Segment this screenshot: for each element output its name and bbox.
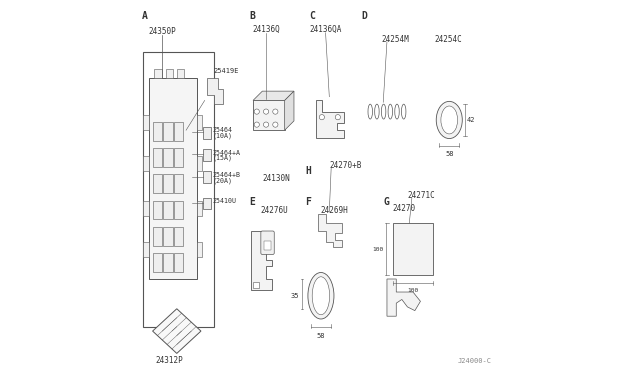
Text: 24270: 24270 [392, 204, 415, 213]
Bar [197, 115, 202, 130]
Polygon shape [387, 279, 420, 316]
FancyBboxPatch shape [261, 231, 275, 254]
Text: 24276U: 24276U [260, 206, 288, 215]
Circle shape [254, 122, 259, 127]
Text: J24000-C: J24000-C [458, 358, 492, 364]
Bar [177, 69, 184, 78]
Bar [203, 171, 211, 183]
Bar [174, 253, 184, 272]
Text: 100: 100 [372, 247, 383, 252]
Text: C: C [309, 11, 315, 21]
Bar [152, 122, 162, 141]
Bar [152, 227, 162, 246]
Bar [264, 241, 271, 250]
Text: G: G [383, 197, 389, 207]
Bar [163, 122, 173, 141]
Text: H: H [305, 166, 311, 176]
Text: 35: 35 [291, 293, 299, 299]
Bar [197, 201, 202, 216]
Text: 24350P: 24350P [148, 27, 176, 36]
Ellipse shape [312, 277, 330, 315]
Text: (20A): (20A) [213, 177, 233, 184]
Polygon shape [318, 214, 342, 247]
Polygon shape [285, 91, 294, 130]
Bar [143, 115, 148, 130]
Text: 24136QA: 24136QA [309, 25, 342, 34]
Circle shape [319, 115, 324, 120]
Text: 24269H: 24269H [321, 206, 349, 215]
Text: 25464+A: 25464+A [213, 150, 241, 155]
Circle shape [273, 109, 278, 114]
Bar [203, 149, 211, 161]
Text: E: E [250, 197, 255, 207]
Text: 25410U: 25410U [213, 198, 237, 204]
Circle shape [264, 109, 269, 114]
Text: (15A): (15A) [213, 155, 233, 161]
Polygon shape [207, 78, 223, 104]
Text: 25464+B: 25464+B [213, 172, 241, 178]
Text: 24136Q: 24136Q [252, 25, 280, 34]
Text: B: B [250, 11, 255, 21]
Bar [197, 242, 202, 257]
Polygon shape [253, 91, 294, 100]
Bar [197, 156, 202, 171]
Bar [174, 201, 184, 219]
Text: (10A): (10A) [213, 132, 233, 139]
Text: A: A [141, 11, 147, 21]
Circle shape [264, 122, 269, 127]
Bar [253, 282, 259, 288]
Bar [163, 227, 173, 246]
Bar [203, 127, 211, 139]
Polygon shape [316, 100, 344, 138]
Ellipse shape [441, 106, 458, 134]
Circle shape [254, 109, 259, 114]
Polygon shape [152, 309, 201, 353]
Text: F: F [305, 197, 311, 207]
Bar [143, 201, 148, 216]
Text: 24312P: 24312P [156, 356, 183, 365]
Bar [149, 78, 197, 279]
Bar [152, 253, 162, 272]
Bar [152, 148, 162, 167]
Circle shape [273, 122, 278, 127]
Bar [163, 148, 173, 167]
Text: 25464: 25464 [213, 127, 233, 133]
Text: 100: 100 [408, 288, 419, 294]
Circle shape [335, 115, 340, 120]
Text: 24271C: 24271C [408, 191, 435, 200]
Bar [253, 100, 285, 130]
Bar [174, 122, 184, 141]
Bar [203, 198, 211, 209]
Bar [154, 69, 162, 78]
Text: 25419E: 25419E [214, 68, 239, 74]
Text: 58: 58 [317, 333, 325, 339]
Text: 24254C: 24254C [435, 35, 462, 44]
Bar [174, 227, 184, 246]
Bar [152, 201, 162, 219]
Ellipse shape [308, 272, 334, 319]
Bar [174, 148, 184, 167]
Bar [163, 253, 173, 272]
Bar [163, 174, 173, 193]
Text: 24270+B: 24270+B [330, 161, 362, 170]
Text: 42: 42 [466, 117, 475, 123]
Text: D: D [361, 11, 367, 21]
Ellipse shape [436, 102, 462, 139]
Bar [392, 223, 433, 275]
Text: 24130N: 24130N [262, 174, 290, 183]
Bar [174, 174, 184, 193]
Bar [152, 174, 162, 193]
Bar [143, 156, 148, 171]
Text: 58: 58 [445, 151, 454, 157]
Polygon shape [251, 231, 271, 290]
Bar [143, 242, 148, 257]
Bar [163, 201, 173, 219]
Bar [166, 69, 173, 78]
Text: 24254M: 24254M [381, 35, 409, 44]
